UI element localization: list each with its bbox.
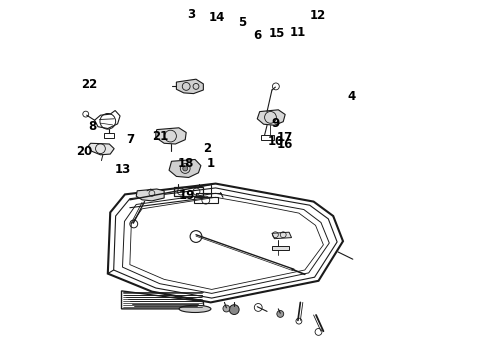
Text: 3: 3: [187, 8, 195, 21]
Text: 20: 20: [76, 145, 93, 158]
Polygon shape: [257, 110, 285, 125]
Polygon shape: [272, 232, 292, 239]
Text: 6: 6: [253, 29, 261, 42]
Text: 5: 5: [238, 16, 246, 29]
Polygon shape: [156, 128, 186, 144]
Circle shape: [183, 166, 188, 171]
Text: 7: 7: [126, 133, 134, 146]
Text: 10: 10: [268, 135, 284, 148]
Text: 8: 8: [88, 120, 96, 133]
Polygon shape: [272, 246, 289, 250]
Polygon shape: [169, 159, 201, 177]
Text: 18: 18: [178, 157, 195, 170]
Text: 12: 12: [309, 9, 326, 22]
Text: 2: 2: [203, 142, 211, 155]
Text: 19: 19: [179, 189, 196, 202]
Polygon shape: [176, 79, 203, 94]
Circle shape: [223, 305, 230, 312]
Text: 1: 1: [207, 157, 215, 170]
Ellipse shape: [179, 305, 211, 312]
Text: 14: 14: [209, 11, 225, 24]
Circle shape: [229, 305, 239, 315]
Text: 21: 21: [152, 130, 169, 143]
Text: 17: 17: [277, 131, 294, 144]
Circle shape: [277, 310, 284, 318]
Text: 15: 15: [269, 27, 286, 40]
Text: 9: 9: [272, 117, 280, 130]
Text: 22: 22: [81, 78, 98, 91]
Text: 11: 11: [289, 26, 306, 39]
Text: 16: 16: [277, 138, 294, 150]
Text: 13: 13: [114, 163, 131, 176]
Polygon shape: [136, 189, 164, 201]
Text: 4: 4: [348, 90, 356, 103]
Polygon shape: [88, 143, 114, 155]
